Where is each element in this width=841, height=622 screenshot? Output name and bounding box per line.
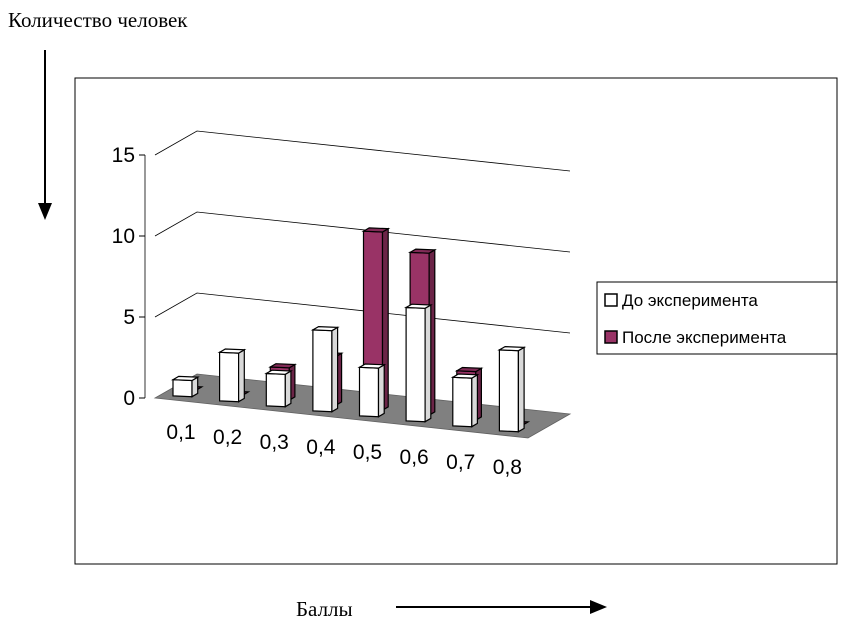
- y-tick-label: 5: [123, 306, 135, 329]
- wall-top-edge: [154, 130, 571, 172]
- bar-before-0,5: [357, 363, 387, 418]
- y-axis-caption: Количество человек: [8, 8, 188, 32]
- bar-before-0,3: [264, 369, 293, 408]
- x-tick-label: 0,2: [213, 426, 242, 449]
- x-tick-label: 0,1: [166, 421, 195, 444]
- y-ticks: 0 5 10 15: [112, 144, 145, 410]
- legend-swatch-after: [604, 330, 618, 344]
- bar-before-0,8: [497, 345, 527, 433]
- legend-label-before: До эксперимента: [622, 291, 758, 310]
- bar-before-0,7: [450, 373, 480, 428]
- x-tick-label: 0,4: [306, 436, 336, 459]
- legend-frame: [596, 281, 838, 355]
- x-tick-label: 0,5: [353, 441, 382, 464]
- gridlines: [154, 211, 571, 334]
- x-tick-label: 0,7: [446, 451, 475, 474]
- legend: До эксперимента После эксперимента: [596, 281, 838, 355]
- y-tick-label: 15: [112, 144, 135, 167]
- bar-before-0,6: [404, 303, 433, 423]
- chart-walls: [144, 130, 571, 398]
- y-tick-label: 0: [123, 387, 135, 410]
- x-direction-arrow: [396, 600, 607, 614]
- bar-before-0,4: [310, 325, 340, 413]
- legend-swatch-before: [604, 293, 618, 307]
- bar-before-0,2: [217, 348, 247, 403]
- x-tick-label: 0,6: [400, 446, 429, 469]
- gridline: [154, 292, 571, 334]
- gridline: [154, 211, 571, 253]
- bars: [170, 227, 531, 433]
- bar-before-0,1: [170, 375, 200, 398]
- x-ticks: 0,1 0,2 0,3 0,4 0,5 0,6 0,7 0,8: [166, 421, 522, 479]
- y-tick-label: 10: [112, 225, 135, 248]
- y-direction-arrow: [38, 50, 52, 220]
- x-tick-label: 0,3: [260, 431, 289, 454]
- legend-label-after: После эксперимента: [622, 328, 787, 347]
- x-tick-label: 0,8: [493, 456, 522, 479]
